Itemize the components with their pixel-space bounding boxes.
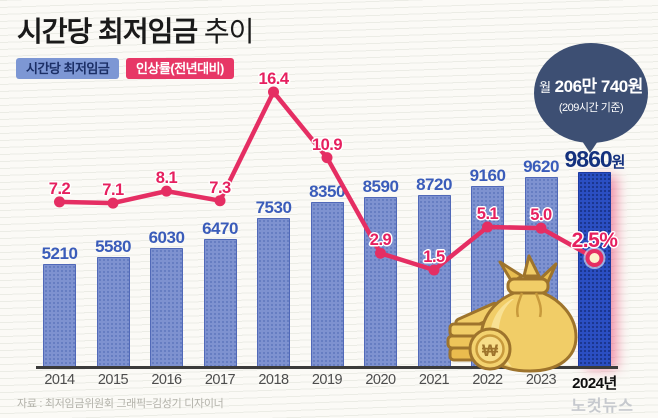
x-axis-label-2017: 2017 — [204, 372, 236, 388]
x-axis-line — [36, 366, 618, 369]
bar-2016 — [150, 247, 183, 367]
page-title-main: 시간당 최저임금 — [17, 16, 198, 47]
x-axis-label-2020: 2020 — [365, 372, 396, 388]
x-axis-label-2021: 2021 — [418, 372, 450, 388]
page-title-suffix: 추이 — [203, 16, 255, 47]
bar-value-unit: 원 — [611, 154, 626, 171]
bar-2015 — [96, 256, 130, 367]
page-title: 시간당 최저임금 추이 — [17, 10, 255, 50]
source-credit: 자료 : 최저임금위원회 그래픽=김성기 디자이너 — [17, 398, 224, 410]
rate-value-2018: 16.4 — [258, 69, 289, 88]
money-bag-illustration: ₩ — [446, 254, 578, 373]
rate-value-2024년: 2.5% — [571, 229, 618, 253]
bag-fold-center — [522, 254, 541, 278]
x-axis-label-2018: 2018 — [258, 372, 289, 388]
rate-value-2021: 1.5 — [423, 248, 445, 266]
legend-chip-wage: 시간당 최저임금 — [16, 58, 120, 79]
callout-bubble: 월 206만 740원 (209시간 기준) — [534, 43, 648, 153]
callout-amount-line: 월 206만 740원 — [534, 72, 648, 97]
won-coin-ring — [475, 334, 505, 364]
bar-value-2017: 6470 — [202, 219, 238, 239]
legend-chip-rate: 인상률(전년대비) — [126, 58, 234, 79]
rate-value-2019: 10.9 — [311, 135, 343, 154]
x-axis-label-2023: 2023 — [525, 372, 557, 388]
nocutnews-logo: 노컷뉴스 — [571, 398, 634, 415]
bar-2014 — [43, 263, 76, 367]
bar-2018 — [257, 218, 290, 367]
x-axis-label-2019: 2019 — [311, 372, 343, 388]
x-axis-label-2024년: 2024년 — [572, 375, 617, 392]
callout-amount: 206만 740원 — [554, 76, 644, 96]
bar-2019 — [310, 201, 344, 367]
bar-2017 — [203, 239, 237, 367]
x-axis-label-2016: 2016 — [151, 372, 182, 388]
callout-caption: (209시간 기준) — [558, 101, 624, 114]
rate-value-2023: 5.0 — [530, 206, 552, 225]
x-axis-label-2014: 2014 — [44, 372, 75, 388]
bar-2020 — [364, 197, 397, 367]
bag-crease-right — [534, 292, 543, 318]
won-symbol: ₩ — [482, 341, 499, 360]
bag-knot — [506, 277, 550, 295]
bag-crease-left — [515, 292, 524, 318]
rate-value-2017: 7.3 — [209, 178, 231, 197]
callout-prefix: 월 — [539, 79, 552, 95]
x-axis-label-2022: 2022 — [472, 372, 503, 388]
x-axis-label-2015: 2015 — [97, 372, 129, 388]
